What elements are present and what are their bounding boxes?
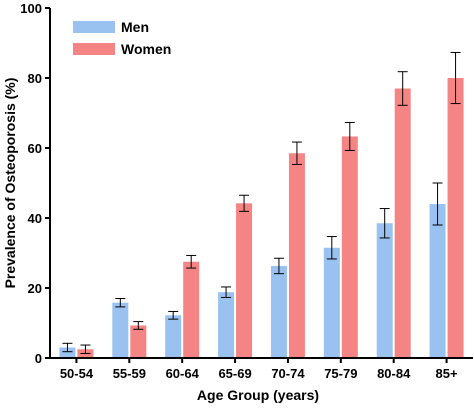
- bar-women-60-64: [183, 261, 200, 358]
- bar-men-85+: [429, 204, 446, 358]
- legend-label-men: Men: [121, 19, 149, 35]
- legend: Men Women: [73, 19, 171, 57]
- bar-men-80-84: [376, 223, 393, 358]
- y-tick-label: 60: [28, 141, 42, 156]
- x-tick-label: 55-59: [113, 366, 146, 381]
- bar-men-60-64: [165, 315, 182, 358]
- bar-women-75-79: [341, 136, 358, 358]
- legend-swatch-men: [73, 21, 115, 33]
- legend-swatch-women: [73, 43, 115, 55]
- y-tick-label: 100: [20, 1, 42, 16]
- bar-men-70-74: [270, 265, 287, 358]
- x-tick-label: 85+: [436, 366, 458, 381]
- legend-label-women: Women: [121, 41, 171, 57]
- tick-labels-layer: 50-54 55-59 60-64 65-69 70-74 75-79 80-84 85+ 0 2…: [20, 1, 458, 381]
- y-tick-label: 80: [28, 71, 42, 86]
- x-tick-label: 50-54: [60, 366, 94, 381]
- x-tick-label: 75-79: [324, 366, 357, 381]
- x-axis-title: Age Group (years): [197, 387, 319, 403]
- bar-men-75-79: [323, 247, 340, 358]
- bar-men-55-59: [112, 302, 129, 358]
- bar-women-65-69: [236, 203, 253, 358]
- x-tick-label: 70-74: [271, 366, 305, 381]
- bar-men-50-54: [59, 347, 76, 358]
- bars-layer: [59, 78, 464, 358]
- axes-layer: [45, 7, 473, 363]
- y-tick-label: 0: [35, 351, 42, 366]
- bar-women-80-84: [394, 88, 411, 358]
- bar-women-55-59: [130, 325, 147, 358]
- bar-women-85+: [447, 78, 464, 358]
- x-tick-label: 60-64: [166, 366, 200, 381]
- y-tick-label: 20: [28, 281, 42, 296]
- x-tick-label: 80-84: [377, 366, 411, 381]
- bar-women-70-74: [288, 153, 305, 358]
- bar-men-65-69: [218, 292, 235, 358]
- x-tick-label: 65-69: [218, 366, 251, 381]
- y-axis-title: Prevalence of Osteoporosis (%): [2, 78, 18, 289]
- y-tick-label: 40: [28, 211, 42, 226]
- error-bars-layer: [62, 51, 461, 354]
